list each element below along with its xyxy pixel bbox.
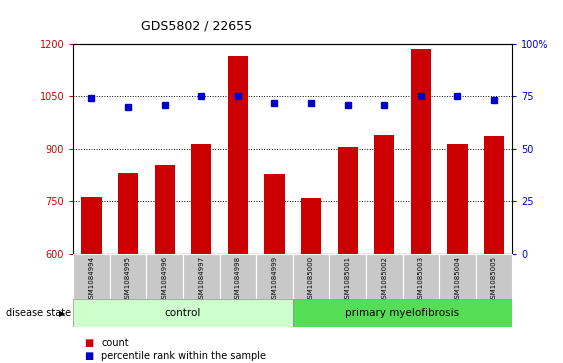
Text: ▶: ▶: [59, 309, 66, 318]
Bar: [411, 49, 431, 254]
Text: control: control: [165, 308, 201, 318]
Text: GSM1084997: GSM1084997: [198, 256, 204, 303]
Bar: [146, 254, 183, 299]
Bar: [448, 144, 467, 254]
Bar: [110, 254, 146, 299]
Bar: [484, 136, 504, 254]
Bar: [403, 254, 439, 299]
Text: GSM1084994: GSM1084994: [88, 256, 95, 303]
Text: GSM1085004: GSM1085004: [454, 256, 461, 303]
Text: percentile rank within the sample: percentile rank within the sample: [101, 351, 266, 361]
Bar: [183, 254, 220, 299]
Text: GSM1085002: GSM1085002: [381, 256, 387, 303]
Text: disease state: disease state: [6, 308, 71, 318]
Text: GSM1085005: GSM1085005: [491, 256, 497, 303]
Bar: [293, 299, 512, 327]
Bar: [82, 197, 101, 254]
Bar: [265, 174, 284, 254]
Text: ■: ■: [84, 351, 93, 361]
Bar: [256, 254, 293, 299]
Bar: [73, 254, 110, 299]
Text: GSM1085000: GSM1085000: [308, 256, 314, 303]
Text: count: count: [101, 338, 129, 348]
Bar: [301, 198, 321, 254]
Text: GSM1085001: GSM1085001: [345, 256, 351, 303]
Text: GSM1084998: GSM1084998: [235, 256, 241, 303]
Text: GSM1084999: GSM1084999: [271, 256, 278, 303]
Bar: [73, 299, 293, 327]
Bar: [220, 254, 256, 299]
Text: GDS5802 / 22655: GDS5802 / 22655: [141, 20, 252, 33]
Bar: [366, 254, 403, 299]
Text: GSM1084995: GSM1084995: [125, 256, 131, 303]
Bar: [476, 254, 512, 299]
Text: GSM1084996: GSM1084996: [162, 256, 168, 303]
Bar: [293, 254, 329, 299]
Bar: [191, 144, 211, 254]
Bar: [374, 135, 394, 254]
Bar: [155, 165, 175, 254]
Bar: [118, 174, 138, 254]
Bar: [228, 56, 248, 254]
Bar: [439, 254, 476, 299]
Bar: [338, 147, 358, 254]
Text: ■: ■: [84, 338, 93, 348]
Text: primary myelofibrosis: primary myelofibrosis: [346, 308, 459, 318]
Text: GSM1085003: GSM1085003: [418, 256, 424, 303]
Bar: [329, 254, 366, 299]
